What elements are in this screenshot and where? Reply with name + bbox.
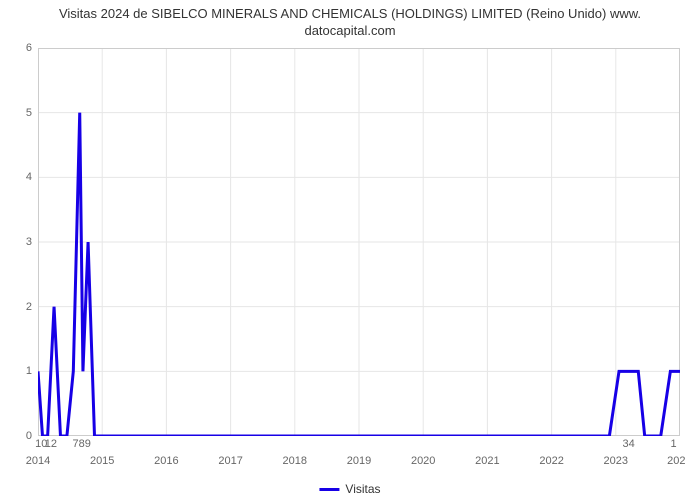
y-tick-label: 0 bbox=[26, 430, 32, 442]
chart-container: Visitas 2024 de SIBELCO MINERALS AND CHE… bbox=[0, 0, 700, 500]
x-point-label: 789 bbox=[72, 438, 90, 450]
legend: Visitas bbox=[319, 482, 380, 496]
title-line-2: datocapital.com bbox=[304, 23, 395, 38]
title-line-1: Visitas 2024 de SIBELCO MINERALS AND CHE… bbox=[59, 6, 641, 21]
x-year-label: 2020 bbox=[411, 455, 435, 467]
x-year-label: 2022 bbox=[539, 455, 563, 467]
x-point-label: 12 bbox=[45, 438, 57, 450]
x-year-label: 2015 bbox=[90, 455, 114, 467]
y-tick-label: 6 bbox=[26, 42, 32, 54]
legend-label: Visitas bbox=[345, 482, 380, 496]
y-tick-label: 4 bbox=[26, 171, 32, 183]
y-axis: 0123456 bbox=[0, 48, 38, 436]
x-point-label: 1 bbox=[671, 438, 677, 450]
x-axis-point-labels: 1012789341 bbox=[38, 438, 680, 452]
x-year-label: 2016 bbox=[154, 455, 178, 467]
plot-area bbox=[38, 48, 680, 436]
x-year-label: 2018 bbox=[283, 455, 307, 467]
legend-swatch bbox=[319, 488, 339, 491]
x-year-label: 2023 bbox=[604, 455, 628, 467]
plot-svg bbox=[38, 48, 680, 436]
x-year-label: 2014 bbox=[26, 455, 50, 467]
x-axis-year-labels: 2014201520162017201820192020202120222023… bbox=[38, 455, 680, 469]
x-year-label: 202 bbox=[667, 455, 685, 467]
x-point-label: 34 bbox=[623, 438, 635, 450]
y-tick-label: 5 bbox=[26, 107, 32, 119]
y-tick-label: 3 bbox=[26, 236, 32, 248]
y-tick-label: 2 bbox=[26, 301, 32, 313]
y-tick-label: 1 bbox=[26, 365, 32, 377]
x-year-label: 2019 bbox=[347, 455, 371, 467]
x-year-label: 2017 bbox=[218, 455, 242, 467]
chart-title: Visitas 2024 de SIBELCO MINERALS AND CHE… bbox=[0, 0, 700, 40]
x-year-label: 2021 bbox=[475, 455, 499, 467]
